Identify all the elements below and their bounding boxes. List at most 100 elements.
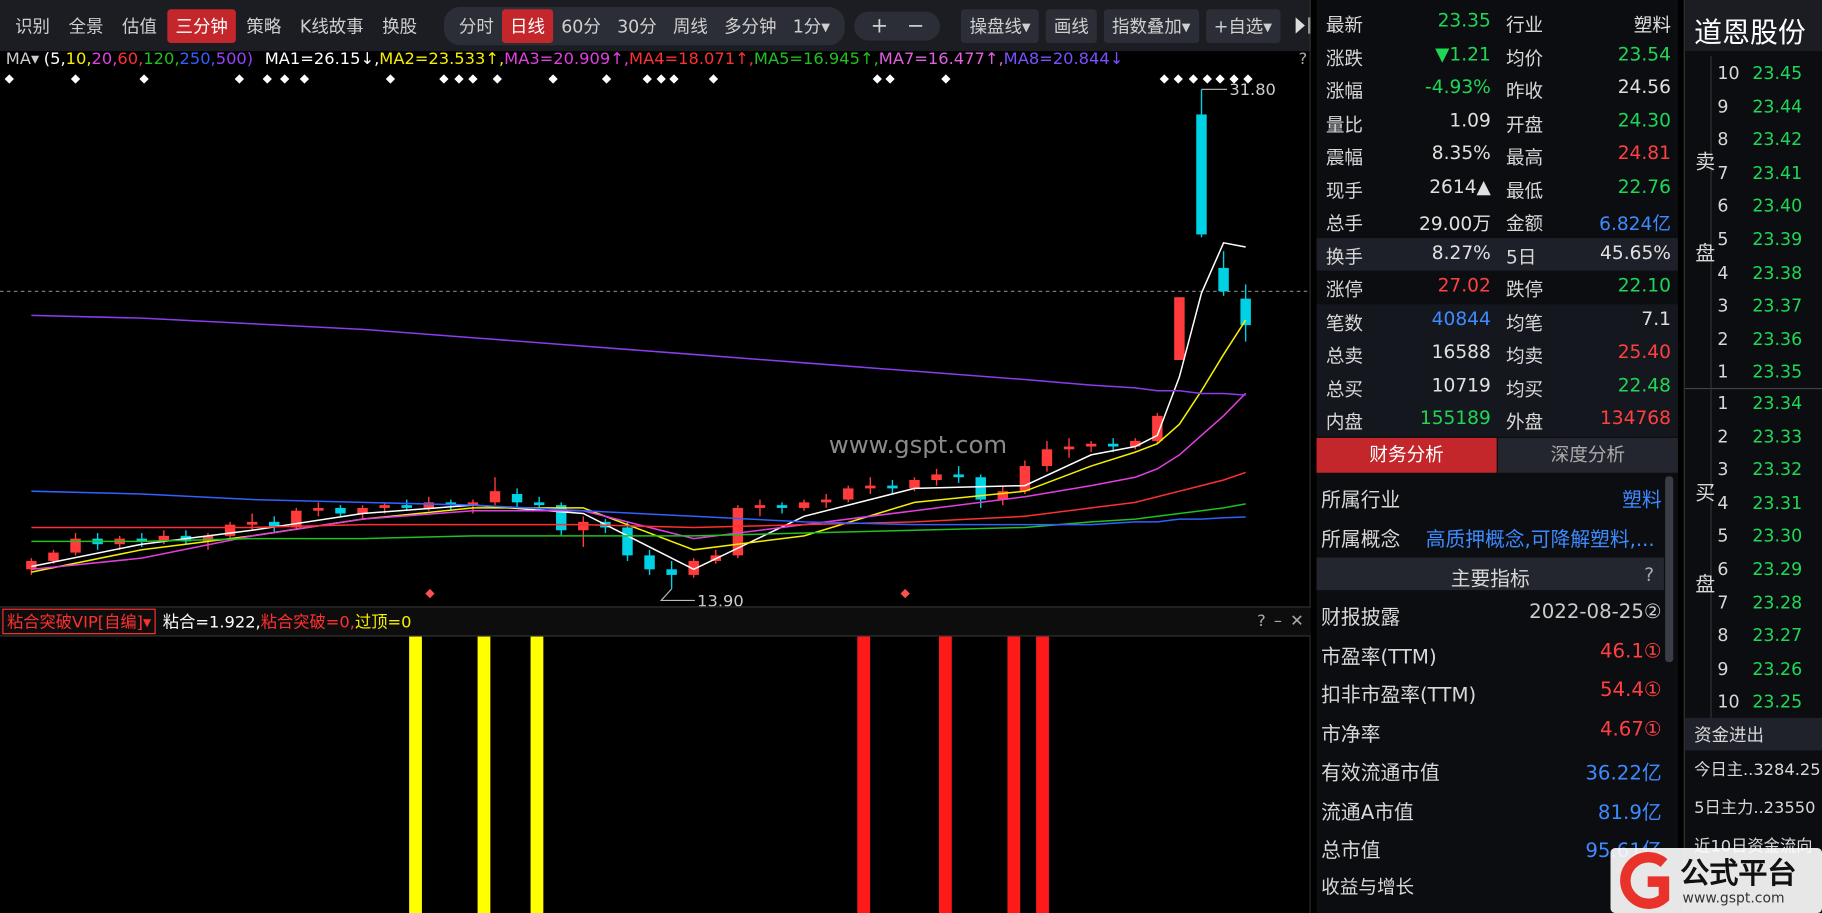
zoom-button[interactable]: − [906, 13, 925, 38]
fin-tab[interactable]: 深度分析 [1497, 437, 1678, 473]
tool-button[interactable]: 操盘线▾ [961, 8, 1039, 43]
toolbar-tab[interactable]: 策略 [246, 15, 282, 37]
fin-tab[interactable]: 财务分析 [1316, 437, 1497, 473]
quote-value: 22.10 [1617, 274, 1671, 297]
candle-body [578, 521, 589, 531]
book-level: 8 [1717, 129, 1729, 151]
toolbar-tab[interactable]: 三分钟 [167, 8, 236, 43]
fin-label: 所属概念 [1321, 528, 1401, 552]
period-tab[interactable]: 分时 [458, 15, 494, 37]
signal-diamond [941, 74, 951, 84]
quote-value: 1.09 [1449, 108, 1491, 131]
book-price: 23.28 [1752, 591, 1803, 613]
quote-value: 16588 [1431, 340, 1491, 363]
candle-body [335, 507, 346, 514]
candle-body [48, 552, 59, 561]
signal-diamond [1243, 74, 1253, 84]
tool-button[interactable]: +自选▾ [1205, 8, 1281, 43]
period-tab[interactable]: 60分 [561, 15, 601, 37]
candle-body [666, 569, 677, 575]
zoom-button[interactable]: + [870, 13, 889, 38]
flow-title: 资金进出 [1694, 724, 1764, 746]
ma-menu[interactable]: MA▾ [5, 49, 40, 69]
quote-value: 塑料 [1633, 13, 1671, 37]
signal-diamond [656, 74, 666, 84]
candle-body [1063, 446, 1075, 450]
scrollbar [1665, 476, 1674, 663]
period-tab[interactable]: 1分▾ [792, 15, 830, 37]
quote-label: 换手 [1325, 245, 1364, 268]
fin-label: 扣非市盈率(TTM) [1321, 684, 1477, 708]
fin-value: 46.1① [1599, 639, 1662, 663]
ma-param: 500) [215, 49, 254, 69]
candle-body [1240, 298, 1251, 326]
period-tab[interactable]: 日线 [501, 8, 554, 43]
help-icon[interactable]: ? [1644, 563, 1655, 586]
indicator-readout: 粘合突破=0, [260, 613, 355, 632]
indicator-title[interactable]: 粘合突破VIP[自编]▾ [2, 608, 156, 635]
candle-body [26, 560, 37, 570]
candle-body [1019, 466, 1031, 492]
book-level: 3 [1717, 295, 1729, 317]
candle-body [533, 502, 545, 506]
toolbar-tab[interactable]: 估值 [122, 15, 157, 37]
quote-label: 开盘 [1505, 113, 1544, 136]
ma-readout: MA5=16.945↑, [753, 49, 879, 69]
book-price: 23.32 [1752, 459, 1803, 480]
book-level: 2 [1717, 328, 1729, 350]
candle-body [246, 521, 258, 525]
signal-bar [409, 635, 422, 913]
quote-value: 25.40 [1617, 340, 1671, 363]
logo-icon [1620, 852, 1670, 909]
control-button[interactable]: ? [1257, 612, 1266, 631]
signal-diamond [1229, 74, 1239, 84]
signal-diamond [1159, 74, 1169, 84]
quote-value: 24.81 [1617, 141, 1671, 164]
candle-body [688, 560, 699, 575]
period-tab[interactable]: 周线 [672, 15, 708, 37]
control-button[interactable]: ✕ [1290, 612, 1304, 631]
help-icon[interactable]: ? [1298, 49, 1308, 69]
candle-body [357, 507, 368, 514]
toolbar-tab[interactable]: 全景 [68, 15, 104, 37]
candle-body [556, 505, 567, 531]
book-price: 23.27 [1752, 625, 1803, 647]
signal-diamond [601, 74, 612, 84]
candle-body [202, 535, 214, 542]
fin-label: 所属行业 [1321, 489, 1401, 513]
quote-label: 现手 [1325, 179, 1364, 202]
stock-name: 道恩股份 [1694, 16, 1806, 49]
tool-button[interactable]: 画线 [1045, 8, 1097, 43]
tool-button[interactable]: 指数叠加▾ [1103, 8, 1199, 43]
tab-group: 识别 全景 估值 三分钟 策略 K线故事 换股 [7, 8, 428, 43]
quote-label: 总买 [1325, 378, 1364, 401]
ma-param: 20, [91, 49, 118, 69]
book-level: 1 [1717, 361, 1729, 383]
ma-param: 120, [143, 49, 180, 69]
quote-value: 40844 [1431, 307, 1491, 330]
quote-value: 45.65% [1600, 241, 1671, 264]
candle-body [997, 491, 1009, 500]
period-tab[interactable]: 多分钟 [724, 15, 777, 37]
toolbar-tab[interactable]: 识别 [15, 15, 50, 37]
control-button[interactable]: – [1273, 612, 1282, 631]
signal-diamond [885, 74, 895, 84]
quote-label: 均卖 [1505, 344, 1544, 368]
fin-value[interactable]: 高质押概念,可降解塑料,... [1425, 528, 1655, 552]
candle-body [291, 510, 302, 528]
book-level: 6 [1717, 558, 1729, 580]
collapse-button[interactable] [1292, 14, 1311, 37]
period-tab[interactable]: 30分 [617, 15, 657, 37]
quote-panel: 最新 23.35 行业 塑料 涨跌 ▼1.21 均价 23.54 涨幅 -4.93% 昨收 24.56… [1316, 0, 1678, 913]
toolbar-tab[interactable]: K线故事 [299, 15, 364, 37]
ma-param: 250, [179, 49, 216, 69]
candle-body [798, 502, 810, 508]
ma-line [31, 314, 1246, 396]
toolbar-tab[interactable]: 换股 [382, 15, 418, 37]
candle-body [776, 505, 788, 508]
fin-label: 市净率 [1321, 723, 1381, 747]
fin-label: 总市值 [1321, 839, 1381, 864]
signal-diamond [468, 74, 478, 84]
quote-label: 震幅 [1325, 146, 1364, 169]
book-level: 3 [1717, 459, 1729, 480]
